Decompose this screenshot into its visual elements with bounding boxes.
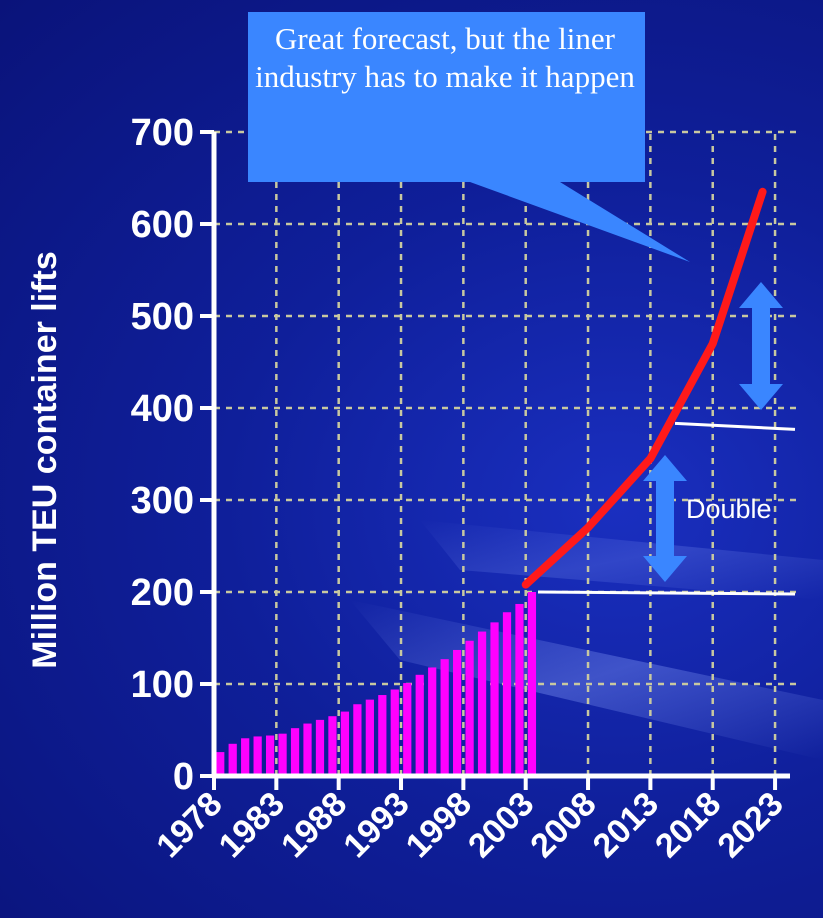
reference-lines: [537, 421, 796, 596]
bar: [365, 699, 374, 776]
reference-line-double: [674, 421, 796, 431]
bar: [515, 603, 524, 776]
x-tick-label: 1978: [149, 785, 229, 865]
bar: [328, 716, 337, 776]
arrow-lower-shape: [643, 455, 687, 582]
reference-line-current: [537, 590, 796, 596]
forecast-series-line: [521, 187, 767, 589]
forecast-line: [521, 187, 767, 589]
x-tick-label: 2018: [648, 785, 728, 865]
bar: [265, 735, 275, 776]
bar: [502, 612, 512, 776]
bar: [378, 695, 387, 776]
x-tick-label: 2003: [461, 785, 541, 865]
bar: [340, 711, 350, 776]
bar: [353, 704, 362, 776]
x-tick-label: 2013: [586, 785, 666, 865]
y-tick-label: 100: [131, 664, 194, 706]
x-tick-label: 1993: [336, 785, 416, 865]
x-tick-label: 1983: [212, 785, 292, 865]
bar: [216, 752, 225, 776]
callout: [248, 12, 690, 262]
bars: [216, 592, 537, 776]
y-tick-label: 500: [131, 296, 194, 338]
arrow-lower: [643, 455, 687, 582]
bar: [428, 667, 437, 776]
bar: [228, 743, 237, 776]
bar: [415, 674, 424, 776]
x-tick-label: 2023: [710, 785, 790, 865]
y-tick-label: 0: [173, 756, 194, 798]
bar: [527, 592, 537, 776]
bar: [278, 733, 287, 776]
arrow-upper-shape: [739, 282, 783, 410]
y-tick-label: 300: [131, 480, 194, 522]
y-axis-label: Million TEU container lifts: [26, 251, 64, 668]
bar: [477, 631, 487, 776]
double-arrows: [643, 282, 783, 582]
bar: [465, 640, 474, 776]
bar: [303, 723, 312, 776]
y-tick-label: 200: [131, 572, 194, 614]
y-tick-labels: 0 100 200 300 400 500 600 700: [131, 112, 194, 798]
callout-box: [248, 12, 645, 182]
y-tick-label: 600: [131, 204, 194, 246]
double-label: Double: [686, 494, 772, 524]
bar: [253, 736, 262, 776]
y-tick-label: 700: [131, 112, 194, 154]
callout-pointer: [470, 182, 690, 262]
y-tick-label: 400: [131, 388, 194, 430]
x-tick-label: 1988: [274, 785, 354, 865]
bar: [403, 683, 412, 776]
bar: [453, 649, 462, 776]
bar: [241, 738, 250, 776]
bar: [315, 719, 325, 776]
arrow-upper: [739, 282, 783, 410]
bar: [390, 689, 399, 776]
bar: [290, 728, 300, 776]
callout-text: Great forecast, but the liner industry h…: [255, 21, 635, 94]
background-streaks: [350, 520, 823, 760]
x-tick-label: 2008: [523, 785, 603, 865]
bar: [440, 659, 449, 776]
axes: [200, 130, 790, 790]
x-tick-label: 1998: [399, 785, 479, 865]
bar: [490, 622, 499, 776]
